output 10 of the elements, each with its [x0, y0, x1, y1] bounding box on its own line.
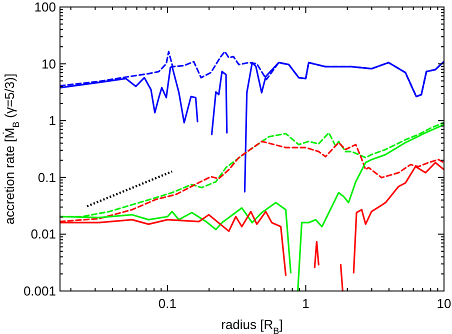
x-tick-label: 10 — [436, 296, 452, 311]
y-tick-label: 0.01 — [30, 226, 56, 242]
y-tick-label: 0.001 — [23, 284, 56, 298]
x-axis-title: radius [R$_{B}$] — [221, 317, 283, 334]
y-tick-label: 100 — [34, 0, 56, 14]
x-tick-label: 1 — [302, 296, 310, 311]
y-tick-label: 1 — [48, 113, 56, 128]
x-tick-label: 0.1 — [158, 296, 177, 311]
y-tick-label: 0.1 — [38, 170, 56, 185]
y-tick-label: 10 — [42, 56, 56, 72]
